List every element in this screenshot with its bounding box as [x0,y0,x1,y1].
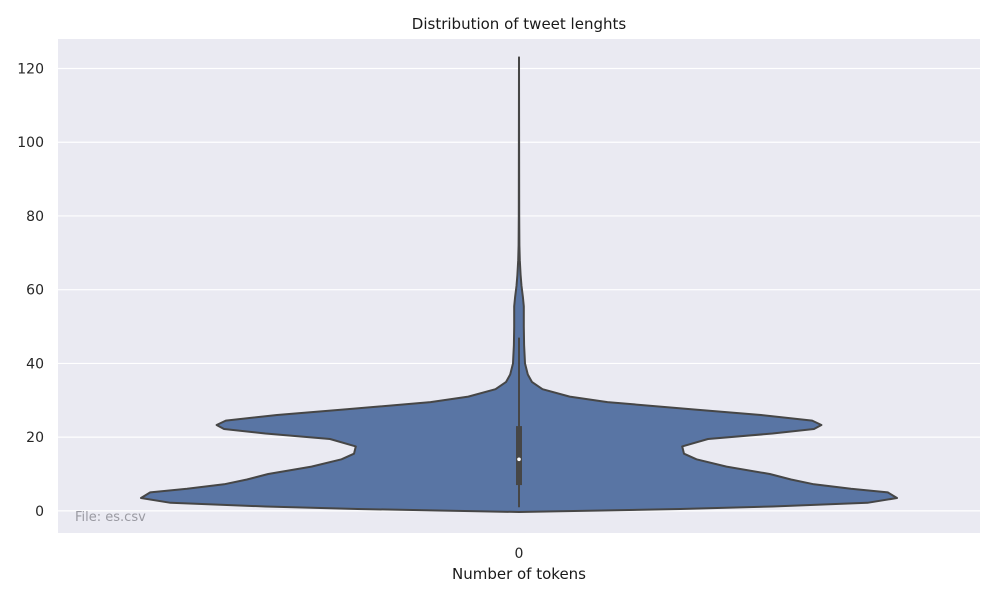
y-tick-label: 0 [35,504,44,520]
chart-title: Distribution of tweet lenghts [412,15,627,33]
y-tick-label: 100 [17,135,44,151]
y-tick-label: 120 [17,61,44,77]
y-tick-label: 60 [26,283,44,299]
violin-body [140,56,898,513]
x-tick-labels: 0 [515,546,524,562]
y-tick-label: 80 [26,209,44,225]
box-group [516,337,522,508]
violin-group [140,56,898,513]
x-axis-label: Number of tokens [452,565,586,583]
y-tick-label: 20 [26,430,44,446]
file-annotation: File: es.csv [75,510,146,525]
y-tick-labels: 0 20 40 60 80 100 120 [17,61,44,519]
x-tick-label: 0 [515,546,524,562]
iqr-box [516,426,522,486]
median-marker [517,457,521,462]
y-tick-label: 40 [26,356,44,372]
